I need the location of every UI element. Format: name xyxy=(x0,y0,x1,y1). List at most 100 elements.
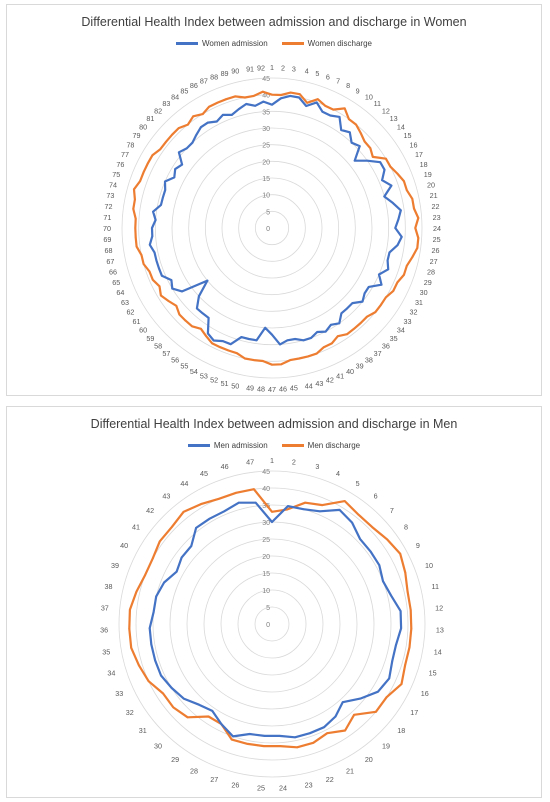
category-label: 23 xyxy=(305,781,313,790)
category-label: 22 xyxy=(432,202,440,211)
chart-title: Differential Health Index between admiss… xyxy=(81,15,467,29)
r-tick-label: 0 xyxy=(266,622,270,629)
discharge-point xyxy=(134,198,136,201)
admission-point xyxy=(198,703,200,706)
admission-point xyxy=(377,690,379,693)
discharge-point xyxy=(253,488,255,491)
admission-point xyxy=(206,279,209,282)
category-label: 11 xyxy=(432,582,439,591)
grid-ring xyxy=(138,94,406,362)
category-label: 61 xyxy=(132,317,140,326)
admission-point xyxy=(359,538,361,540)
r-tick-label: 30 xyxy=(262,520,270,527)
category-label: 89 xyxy=(221,69,229,78)
category-label: 49 xyxy=(246,384,254,393)
discharge-point xyxy=(348,118,350,120)
category-label: 7 xyxy=(336,76,340,85)
category-label: 19 xyxy=(424,170,432,179)
admission-point xyxy=(358,145,361,148)
admission-point xyxy=(395,644,397,646)
category-label: 54 xyxy=(190,367,198,376)
admission-point xyxy=(394,227,397,229)
r-tick-label: 20 xyxy=(262,159,270,166)
admission-point xyxy=(400,236,403,238)
category-label: 52 xyxy=(210,376,218,385)
discharge-point xyxy=(396,281,399,284)
discharge-point xyxy=(138,664,140,667)
discharge-point xyxy=(417,237,420,239)
discharge-point xyxy=(271,363,273,366)
category-label: 74 xyxy=(109,181,117,190)
admission-point xyxy=(154,659,157,662)
legend-item-discharge: Men discharge xyxy=(281,441,360,450)
category-label: 35 xyxy=(390,334,398,343)
discharge-point xyxy=(408,646,411,649)
admission-point xyxy=(271,333,273,336)
r-tick-label: 10 xyxy=(262,588,270,595)
discharge-point xyxy=(404,664,406,667)
admission-point xyxy=(382,580,384,583)
discharge-point xyxy=(177,127,180,129)
discharge-point xyxy=(400,683,403,685)
grid-ring xyxy=(169,521,375,727)
chart-title: Differential Health Index between admiss… xyxy=(90,417,458,431)
discharge-point xyxy=(133,188,135,191)
admission-point xyxy=(151,235,154,238)
category-label: 40 xyxy=(120,541,128,550)
category-label: 68 xyxy=(104,246,112,255)
admission-point xyxy=(170,687,173,689)
discharge-point xyxy=(158,285,161,288)
admission-point xyxy=(380,283,383,286)
category-label: 18 xyxy=(420,160,428,169)
discharge-point xyxy=(252,95,255,97)
admission-point xyxy=(318,510,321,513)
category-label: 27 xyxy=(430,257,438,266)
discharge-point xyxy=(404,571,407,574)
category-label: 14 xyxy=(434,647,442,656)
category-label: 15 xyxy=(429,669,437,678)
category-label: 6 xyxy=(374,491,378,500)
admission-point xyxy=(271,103,273,106)
admission-point xyxy=(151,227,153,229)
legend-label-admission: Women admission xyxy=(202,39,268,48)
category-label: 16 xyxy=(421,689,429,698)
category-label: 24 xyxy=(279,784,287,793)
discharge-point xyxy=(332,108,335,111)
category-label: 1 xyxy=(270,63,274,72)
category-label: 31 xyxy=(139,726,147,735)
admission-point xyxy=(190,545,193,547)
admission-point xyxy=(396,244,399,247)
discharge-point xyxy=(230,738,233,741)
admission-point xyxy=(367,286,370,288)
category-label: 2 xyxy=(281,63,285,72)
category-label: 29 xyxy=(424,278,432,287)
admission-point xyxy=(289,95,292,97)
chart-legend: Men admission Men discharge xyxy=(7,441,541,450)
category-label: 70 xyxy=(103,224,111,233)
admission-point xyxy=(324,330,327,333)
admission-point xyxy=(388,251,391,254)
category-label: 28 xyxy=(427,267,435,276)
category-label: 42 xyxy=(146,506,154,515)
admission-point xyxy=(223,510,226,513)
category-label: 26 xyxy=(432,246,440,255)
category-label: 18 xyxy=(397,726,405,735)
category-label: 15 xyxy=(404,131,412,140)
category-label: 38 xyxy=(104,582,112,591)
discharge-point xyxy=(324,104,326,107)
discharge-point xyxy=(159,148,162,151)
admission-point xyxy=(160,204,162,206)
admission-point xyxy=(387,268,390,271)
discharge-point xyxy=(172,706,175,709)
category-label: 13 xyxy=(390,114,398,123)
admission-point xyxy=(195,134,198,136)
legend-label-admission: Men admission xyxy=(213,441,268,450)
admission-point xyxy=(390,594,392,597)
series-line-discharge xyxy=(132,90,420,366)
admission-point xyxy=(363,292,366,295)
discharge-point xyxy=(139,180,142,183)
discharge-point xyxy=(326,732,329,735)
category-label: 85 xyxy=(180,86,188,95)
grid-ring xyxy=(220,572,324,676)
discharge-point xyxy=(200,327,202,330)
